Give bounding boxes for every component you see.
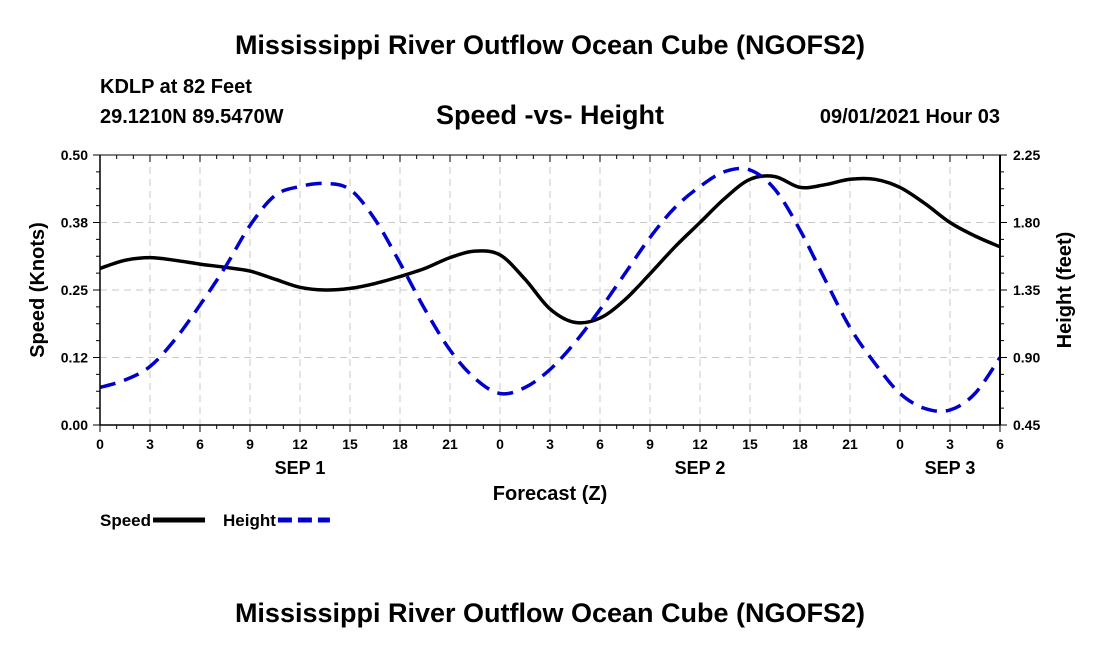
- x-tick-label: 6: [196, 436, 204, 452]
- x-tick-label: 0: [96, 436, 104, 452]
- x-tick-label: 3: [946, 436, 954, 452]
- y-left-tick-label: 0.38: [61, 215, 88, 231]
- y-right-tick-label: 0.45: [1013, 417, 1040, 433]
- station-label: KDLP at 82 Feet: [100, 76, 252, 98]
- grid-lines: [100, 155, 1000, 425]
- x-axis-title: Forecast (Z): [493, 483, 607, 505]
- x-tick-label: 12: [692, 436, 708, 452]
- x-tick-label: 0: [496, 436, 504, 452]
- legend-label-height: Height: [223, 511, 276, 530]
- x-tick-label: 6: [596, 436, 604, 452]
- x-tick-label: 18: [392, 436, 408, 452]
- series-lines: [99, 166, 1002, 414]
- x-tick-label: 18: [792, 436, 808, 452]
- x-tick-label: 0: [896, 436, 904, 452]
- y-left-tick-label: 0.50: [61, 147, 88, 163]
- x-tick-label: 15: [742, 436, 758, 452]
- legend: Speed Height: [100, 511, 330, 530]
- day-label: SEP 1: [275, 458, 326, 478]
- y-right-tick-label: 1.80: [1013, 215, 1040, 231]
- day-label: SEP 2: [675, 458, 726, 478]
- x-tick-label: 21: [442, 436, 458, 452]
- x-tick-label: 6: [996, 436, 1004, 452]
- y-left-tick-label: 0.25: [61, 282, 88, 298]
- legend-label-speed: Speed: [100, 511, 151, 530]
- chart-title: Speed -vs- Height: [435, 100, 665, 130]
- y-right-tick-label: 0.90: [1013, 350, 1040, 366]
- speed-series-line: [99, 174, 1001, 325]
- day-label: SEP 3: [925, 458, 976, 478]
- x-tick-label: 12: [292, 436, 308, 452]
- x-tick-label: 15: [342, 436, 358, 452]
- y-right-axis-title: Height (feet): [1054, 232, 1076, 349]
- forecast-datetime: 09/01/2021 Hour 03: [819, 106, 1000, 128]
- height-series-line: [99, 166, 1002, 414]
- page-title-footer: Mississippi River Outflow Ocean Cube (NG…: [234, 598, 866, 628]
- axes: [93, 154, 1007, 432]
- axis-labels: 0 3 6 9 12 15 18 21 0 3 6 9 12 15 18 21 0 3 6 0.00 0.45 0.12 0…: [27, 147, 1076, 505]
- y-left-tick-label: 0.12: [61, 350, 88, 366]
- x-tick-label: 3: [146, 436, 154, 452]
- x-tick-label: 9: [246, 436, 254, 452]
- station-coordinates: 29.1210N 89.5470W: [100, 106, 284, 128]
- y-left-axis-title: Speed (Knots): [27, 222, 49, 358]
- x-tick-label: 9: [646, 436, 654, 452]
- x-tick-label: 21: [842, 436, 858, 452]
- page-title: Mississippi River Outflow Ocean Cube (NG…: [234, 30, 866, 60]
- y-right-tick-label: 2.25: [1013, 147, 1040, 163]
- y-right-tick-label: 1.35: [1013, 282, 1040, 298]
- y-left-tick-label: 0.00: [61, 417, 88, 433]
- x-tick-label: 3: [546, 436, 554, 452]
